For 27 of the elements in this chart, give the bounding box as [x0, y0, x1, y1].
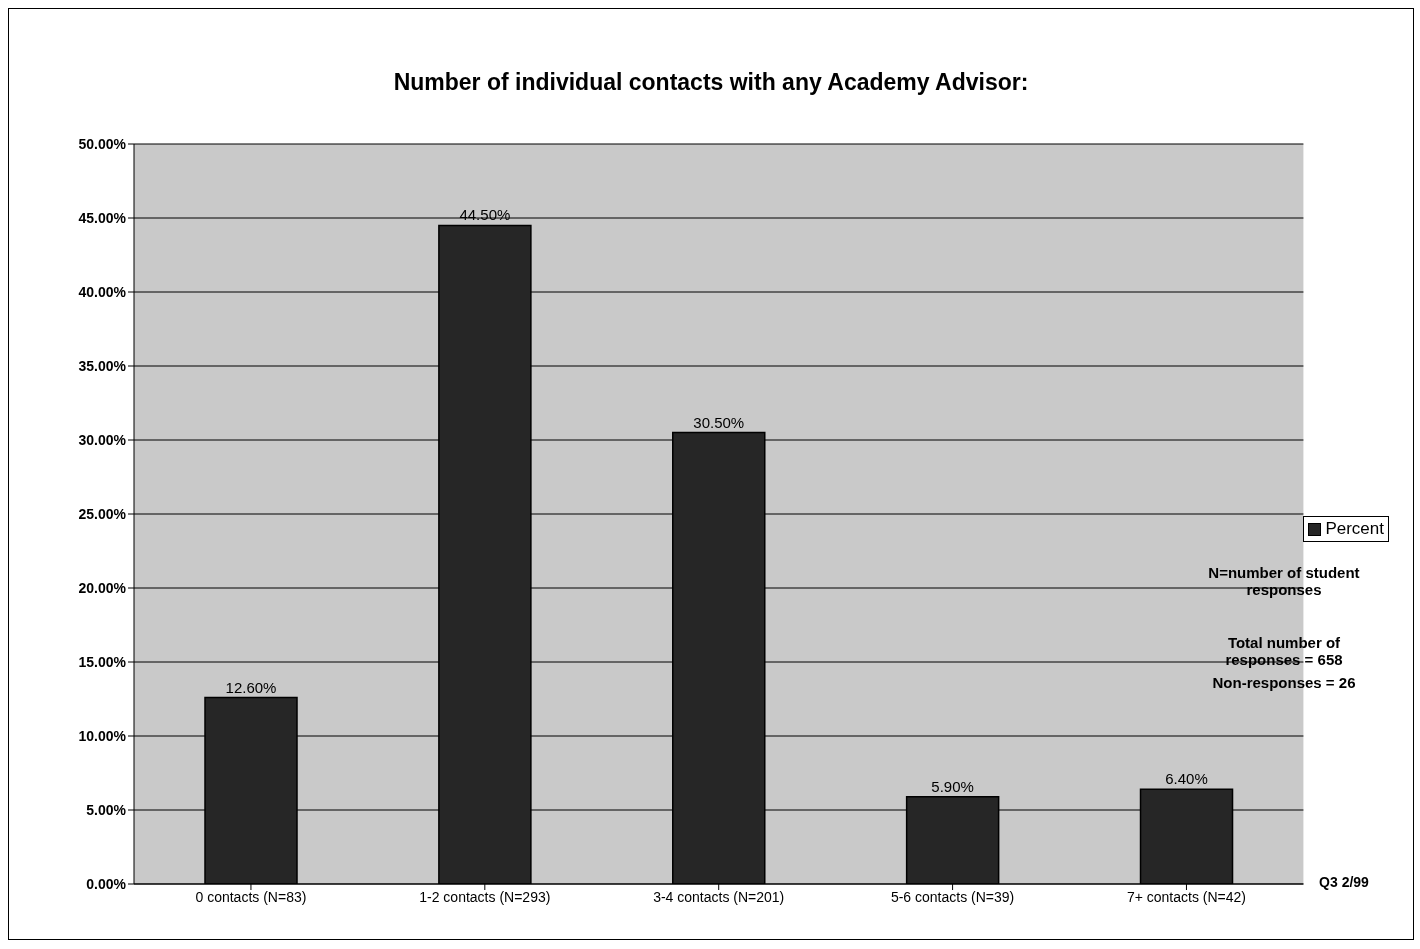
- x-tick-label: 7+ contacts (N=42): [1126, 888, 1246, 905]
- data-label: 5.90%: [931, 777, 974, 795]
- x-tick-label: 3-4 contacts (N=201): [653, 888, 785, 905]
- y-tick-label: 25.00%: [78, 505, 127, 522]
- text: Q3 2/99: [1319, 874, 1369, 890]
- y-tick-label: 40.00%: [78, 283, 127, 300]
- annotation: N=number of student responses: [1207, 564, 1361, 598]
- annotation: Non-responses = 26: [1211, 674, 1357, 691]
- data-label: 30.50%: [693, 413, 745, 431]
- y-tick-label: 45.00%: [78, 209, 127, 226]
- chart-title: Number of individual contacts with any Academy Advisor:: [392, 69, 1030, 96]
- x-tick-label: 5-6 contacts (N=39): [890, 888, 1015, 905]
- y-tick-label: 0.00%: [86, 875, 127, 892]
- y-tick-label: 10.00%: [78, 727, 127, 744]
- data-label: 6.40%: [1165, 770, 1208, 788]
- annotation: Total number of responses = 658: [1224, 634, 1344, 668]
- y-tick-label: 20.00%: [78, 579, 127, 596]
- y-tick-label: 30.00%: [78, 431, 127, 448]
- y-tick-label: 15.00%: [78, 653, 127, 670]
- x-tick-label: 1-2 contacts (N=293): [419, 888, 551, 905]
- y-tick-label: 5.00%: [86, 801, 127, 818]
- data-label: 12.60%: [225, 678, 277, 696]
- y-tick-label: 35.00%: [78, 357, 127, 374]
- y-tick-label: 50.00%: [78, 135, 127, 152]
- legend-label: Percent: [1324, 519, 1384, 539]
- x-tick-label: 0 contacts (N=83): [195, 888, 307, 905]
- data-label: 44.50%: [459, 206, 511, 224]
